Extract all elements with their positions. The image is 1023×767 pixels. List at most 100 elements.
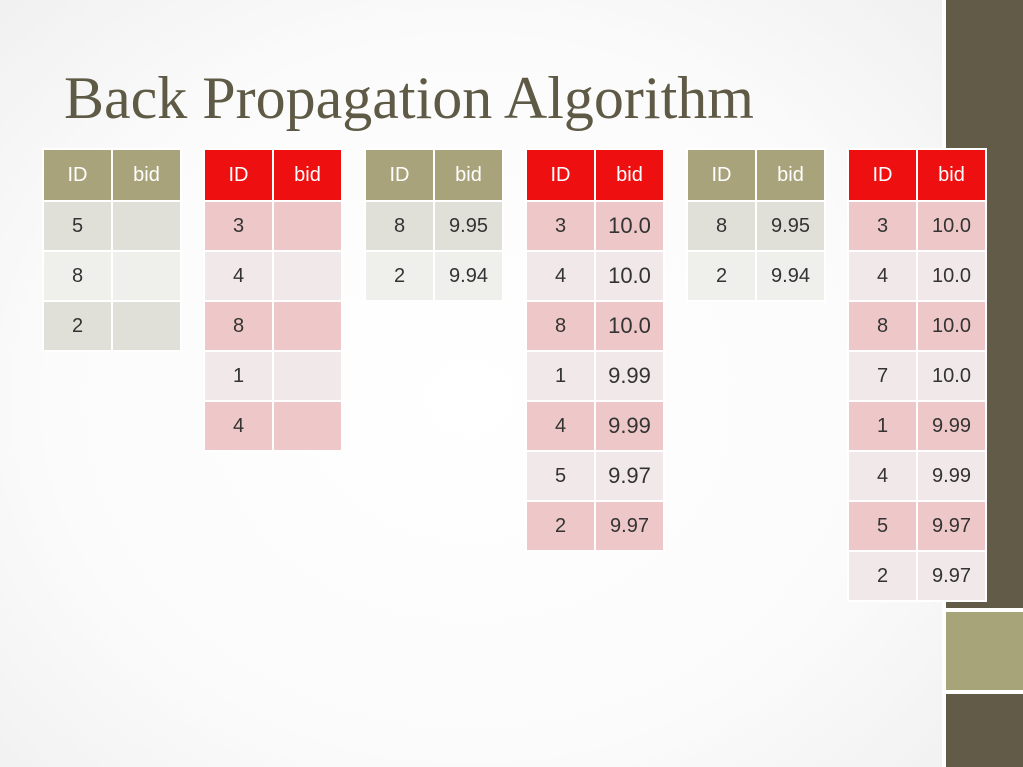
cell-bid [272, 400, 343, 452]
cell-id: 8 [847, 300, 918, 352]
sidebar-accent-divider-bottom [946, 690, 1023, 694]
table-header-row: ID bid [203, 148, 343, 202]
slide-title: Back Propagation Algorithm [64, 65, 754, 131]
table-header-row: ID bid [42, 148, 182, 202]
table-row: 8 9.95 [364, 200, 504, 252]
cell-bid: 10.0 [916, 250, 987, 302]
header-id: ID [686, 148, 757, 202]
cell-id: 8 [364, 200, 435, 252]
cell-id: 8 [203, 300, 274, 352]
cell-id: 4 [847, 250, 918, 302]
cell-id: 3 [203, 200, 274, 252]
cell-bid [111, 200, 182, 252]
table-row: 5 9.97 [525, 450, 665, 502]
header-bid: bid [272, 148, 343, 202]
table-row: 5 [42, 200, 182, 252]
header-bid: bid [916, 148, 987, 202]
cell-id: 3 [847, 200, 918, 252]
table-1: ID bid 5 8 2 [42, 148, 182, 352]
table-3: ID bid 8 9.95 2 9.94 [364, 148, 504, 302]
cell-id: 4 [203, 250, 274, 302]
header-id: ID [203, 148, 274, 202]
cell-id: 1 [525, 350, 596, 402]
table-row: 4 [203, 400, 343, 452]
cell-bid: 9.97 [594, 450, 665, 502]
cell-bid [272, 350, 343, 402]
cell-bid: 9.94 [755, 250, 826, 302]
cell-bid [272, 200, 343, 252]
cell-bid: 10.0 [916, 200, 987, 252]
table-row: 4 9.99 [525, 400, 665, 452]
cell-id: 1 [847, 400, 918, 452]
table-row: 8 10.0 [847, 300, 987, 352]
table-row: 8 10.0 [525, 300, 665, 352]
table-row: 3 10.0 [525, 200, 665, 252]
table-row: 2 9.94 [364, 250, 504, 302]
cell-bid [272, 300, 343, 352]
table-row: 4 [203, 250, 343, 302]
table-row: 7 10.0 [847, 350, 987, 402]
cell-bid [272, 250, 343, 302]
header-id: ID [42, 148, 113, 202]
header-bid: bid [755, 148, 826, 202]
cell-id: 3 [525, 200, 596, 252]
header-bid: bid [111, 148, 182, 202]
header-id: ID [847, 148, 918, 202]
table-row: 8 [42, 250, 182, 302]
sidebar-accent-divider-top [946, 608, 1023, 612]
cell-bid: 9.97 [916, 550, 987, 602]
cell-id: 8 [525, 300, 596, 352]
cell-bid: 9.97 [594, 500, 665, 552]
cell-bid [111, 250, 182, 302]
table-row: 2 9.97 [525, 500, 665, 552]
table-header-row: ID bid [686, 148, 826, 202]
table-4: ID bid 3 10.0 4 10.0 8 10.0 1 9.99 4 9.9… [525, 148, 665, 552]
table-row: 8 9.95 [686, 200, 826, 252]
cell-id: 2 [847, 550, 918, 602]
cell-bid [111, 300, 182, 352]
cell-bid: 9.95 [755, 200, 826, 252]
cell-bid: 10.0 [594, 250, 665, 302]
header-id: ID [364, 148, 435, 202]
cell-id: 4 [847, 450, 918, 502]
table-row: 3 [203, 200, 343, 252]
cell-id: 5 [42, 200, 113, 252]
table-6: ID bid 3 10.0 4 10.0 8 10.0 7 10.0 1 9.9… [847, 148, 987, 602]
cell-bid: 10.0 [916, 300, 987, 352]
cell-bid: 9.97 [916, 500, 987, 552]
table-5: ID bid 8 9.95 2 9.94 [686, 148, 826, 302]
cell-bid: 10.0 [594, 200, 665, 252]
table-row: 2 9.94 [686, 250, 826, 302]
table-header-row: ID bid [847, 148, 987, 202]
cell-bid: 9.99 [916, 400, 987, 452]
cell-id: 2 [686, 250, 757, 302]
header-bid: bid [594, 148, 665, 202]
table-row: 1 9.99 [847, 400, 987, 452]
cell-id: 5 [525, 450, 596, 502]
cell-bid: 9.99 [594, 350, 665, 402]
table-row: 2 9.97 [847, 550, 987, 602]
cell-id: 2 [525, 500, 596, 552]
cell-bid: 9.95 [433, 200, 504, 252]
table-row: 3 10.0 [847, 200, 987, 252]
table-header-row: ID bid [525, 148, 665, 202]
cell-id: 4 [525, 250, 596, 302]
table-header-row: ID bid [364, 148, 504, 202]
cell-id: 5 [847, 500, 918, 552]
table-row: 2 [42, 300, 182, 352]
cell-id: 1 [203, 350, 274, 402]
table-row: 1 [203, 350, 343, 402]
sidebar-accent-block [946, 612, 1023, 690]
cell-id: 2 [42, 300, 113, 352]
table-row: 8 [203, 300, 343, 352]
cell-bid: 10.0 [594, 300, 665, 352]
table-row: 4 10.0 [847, 250, 987, 302]
header-bid: bid [433, 148, 504, 202]
header-id: ID [525, 148, 596, 202]
table-row: 4 10.0 [525, 250, 665, 302]
table-2: ID bid 3 4 8 1 4 [203, 148, 343, 452]
cell-id: 8 [686, 200, 757, 252]
cell-bid: 9.99 [594, 400, 665, 452]
cell-id: 8 [42, 250, 113, 302]
cell-id: 7 [847, 350, 918, 402]
